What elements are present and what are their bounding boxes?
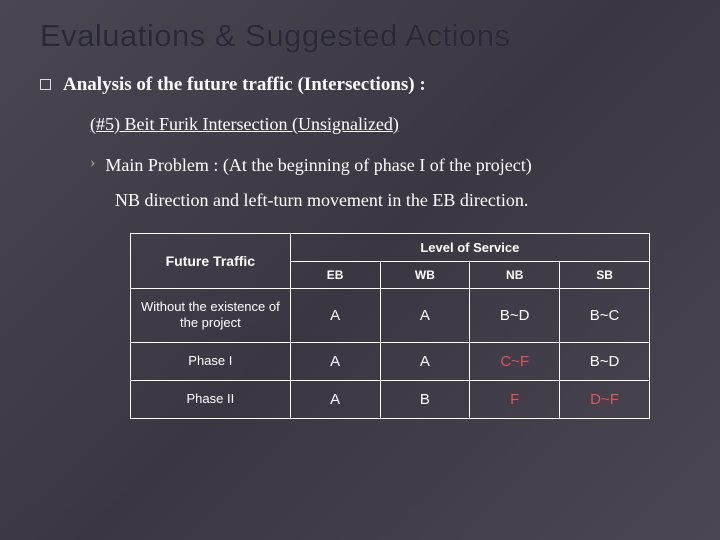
problem-line1: Main Problem : (At the beginning of phas…: [105, 151, 531, 180]
square-bullet-icon: [40, 79, 51, 90]
table-row: Phase I A A C~F B~D: [131, 343, 650, 381]
cell-1-1: A: [380, 343, 470, 381]
los-table-wrap: Future Traffic Level of Service EB WB NB…: [130, 233, 680, 420]
sub-heading: (#5) Beit Furik Intersection (Unsignaliz…: [90, 114, 680, 135]
slide-container: Evaluations & Suggested Actions Analysis…: [0, 0, 720, 439]
chevron-icon: ›: [90, 154, 95, 172]
problem-line2: NB direction and left-turn movement in t…: [115, 186, 680, 215]
row-label-2: Phase II: [131, 381, 291, 419]
los-table: Future Traffic Level of Service EB WB NB…: [130, 233, 650, 420]
slide-title: Evaluations & Suggested Actions: [40, 18, 680, 54]
th-dir-nb: NB: [470, 261, 560, 288]
th-dir-sb: SB: [560, 261, 650, 288]
cell-2-1: B: [380, 381, 470, 419]
cell-0-0: A: [290, 288, 380, 343]
cell-2-0: A: [290, 381, 380, 419]
cell-1-0: A: [290, 343, 380, 381]
cell-0-2: B~D: [470, 288, 560, 343]
table-row: Without the existence of the project A A…: [131, 288, 650, 343]
th-dir-eb: EB: [290, 261, 380, 288]
th-future-traffic: Future Traffic: [131, 233, 291, 288]
problem-bullet-row: › Main Problem : (At the beginning of ph…: [90, 151, 680, 180]
th-level-of-service: Level of Service: [290, 233, 649, 261]
cell-2-3: D~F: [560, 381, 650, 419]
cell-1-2: C~F: [470, 343, 560, 381]
cell-1-3: B~D: [560, 343, 650, 381]
row-label-0: Without the existence of the project: [131, 288, 291, 343]
th-dir-wb: WB: [380, 261, 470, 288]
row-label-1: Phase I: [131, 343, 291, 381]
table-row: Phase II A B F D~F: [131, 381, 650, 419]
main-bullet-text: Analysis of the future traffic (Intersec…: [63, 74, 426, 96]
cell-0-1: A: [380, 288, 470, 343]
main-bullet-row: Analysis of the future traffic (Intersec…: [40, 74, 680, 96]
cell-2-2: F: [470, 381, 560, 419]
cell-0-3: B~C: [560, 288, 650, 343]
